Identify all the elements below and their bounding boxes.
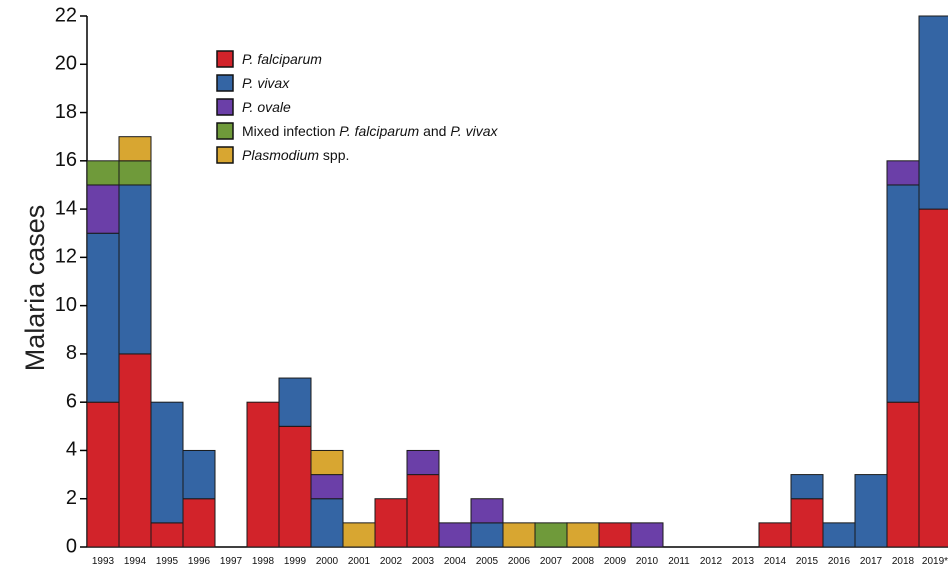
bar-segment	[566, 522, 600, 548]
bar-segment	[118, 353, 152, 548]
bar-segment	[470, 522, 504, 548]
bar-segment	[918, 208, 948, 548]
x-tick-label: 2017	[860, 556, 883, 567]
legend-label: P. vivax	[242, 75, 290, 91]
y-tick-label: 4	[66, 439, 77, 461]
x-tick-label: 2000	[316, 556, 339, 567]
y-tick-label: 6	[66, 390, 77, 412]
bar-segment	[598, 522, 632, 548]
x-tick-label: 2012	[700, 556, 723, 567]
x-tick-label: 2013	[732, 556, 755, 567]
legend-label: P. ovale	[242, 99, 291, 115]
bar-segment	[278, 377, 312, 427]
bar-segment	[406, 449, 440, 476]
x-tick-label: 2005	[476, 556, 499, 567]
y-tick-label: 8	[66, 342, 77, 364]
x-tick-label: 1997	[220, 556, 243, 567]
y-axis-label: Malaria cases	[20, 205, 50, 372]
legend-label: Mixed infection P. falciparum and P. viv…	[242, 123, 499, 139]
bar-segment	[278, 425, 312, 548]
bar-segment	[886, 401, 920, 548]
x-tick-label: 2003	[412, 556, 435, 567]
bar-segment	[86, 232, 120, 403]
x-tick-label: 2010	[636, 556, 659, 567]
bar-segment	[150, 522, 184, 548]
bar-segment	[118, 160, 152, 186]
y-tick-label: 20	[55, 53, 77, 75]
x-tick-label: 2004	[444, 556, 467, 567]
y-tick-label: 10	[55, 294, 77, 316]
bar-segment	[918, 15, 948, 210]
bar-segment	[310, 449, 344, 476]
bar-segment	[118, 136, 152, 162]
y-tick-label: 12	[55, 246, 77, 268]
y-tick-label: 18	[55, 101, 77, 123]
stacked-bars	[86, 15, 948, 548]
axes	[86, 16, 948, 548]
bar-segment	[150, 401, 184, 524]
y-tick-labels: 0 2 4 6 8 10 12 14 16 18 20 22	[55, 4, 87, 557]
bar-segment	[310, 498, 344, 548]
x-tick-label: 2001	[348, 556, 371, 567]
x-tick-labels: 1993 1994 1995 1996 1997 1998 1999 2000 2001 2002…	[92, 556, 948, 567]
bar-segment	[630, 522, 664, 548]
bar-segment	[86, 184, 120, 234]
y-tick-label: 0	[66, 535, 77, 557]
bar-segment	[342, 522, 376, 548]
x-tick-label: 2014	[764, 556, 787, 567]
x-tick-label: 2006	[508, 556, 531, 567]
bar-segment	[310, 474, 344, 500]
legend-swatch	[216, 98, 234, 116]
legend-swatch	[216, 74, 234, 92]
y-tick-label: 2	[66, 487, 77, 509]
y-tick-label: 22	[55, 4, 77, 26]
bar-segment	[182, 449, 216, 500]
x-tick-label: 2019*	[922, 556, 948, 567]
bar-segment	[822, 522, 856, 548]
bar-segment	[886, 184, 920, 403]
x-tick-label: 2007	[540, 556, 563, 567]
x-tick-label: 1995	[156, 556, 179, 567]
x-tick-label: 2015	[796, 556, 819, 567]
x-tick-label: 1993	[92, 556, 115, 567]
legend-swatch	[216, 146, 234, 164]
bar-segment	[534, 522, 568, 548]
x-tick-label: 1994	[124, 556, 147, 567]
legend: P. falciparum P. vivax P. ovale Mixed infec…	[216, 50, 499, 164]
x-tick-label: 2016	[828, 556, 851, 567]
bar-segment	[470, 498, 504, 524]
x-tick-label: 1996	[188, 556, 211, 567]
bar-segment	[246, 401, 280, 548]
bar-segment	[86, 160, 120, 186]
bar-segment	[790, 498, 824, 548]
bar-segment	[182, 498, 216, 548]
y-tick-label: 14	[55, 197, 77, 219]
bar-segment	[86, 401, 120, 548]
legend-label: Plasmodium spp.	[242, 147, 349, 163]
x-tick-label: 2011	[668, 556, 690, 567]
legend-swatch	[216, 50, 234, 68]
bar-segment	[790, 474, 824, 500]
legend-label: P. falciparum	[242, 51, 322, 67]
bar-segment	[406, 474, 440, 548]
y-tick-label: 16	[55, 149, 77, 171]
x-tick-label: 2002	[380, 556, 403, 567]
bar-segment	[502, 522, 536, 548]
x-tick-label: 2008	[572, 556, 595, 567]
legend-swatch	[216, 122, 234, 140]
bar-segment	[374, 498, 408, 548]
x-tick-label: 1998	[252, 556, 275, 567]
bar-segment	[118, 184, 152, 355]
bar-segment	[758, 522, 792, 548]
bar-segment	[438, 522, 472, 548]
x-tick-label: 2018	[892, 556, 915, 567]
x-tick-label: 2009	[604, 556, 627, 567]
x-tick-label: 1999	[284, 556, 307, 567]
bar-segment	[886, 160, 920, 186]
bar-segment	[854, 474, 888, 548]
